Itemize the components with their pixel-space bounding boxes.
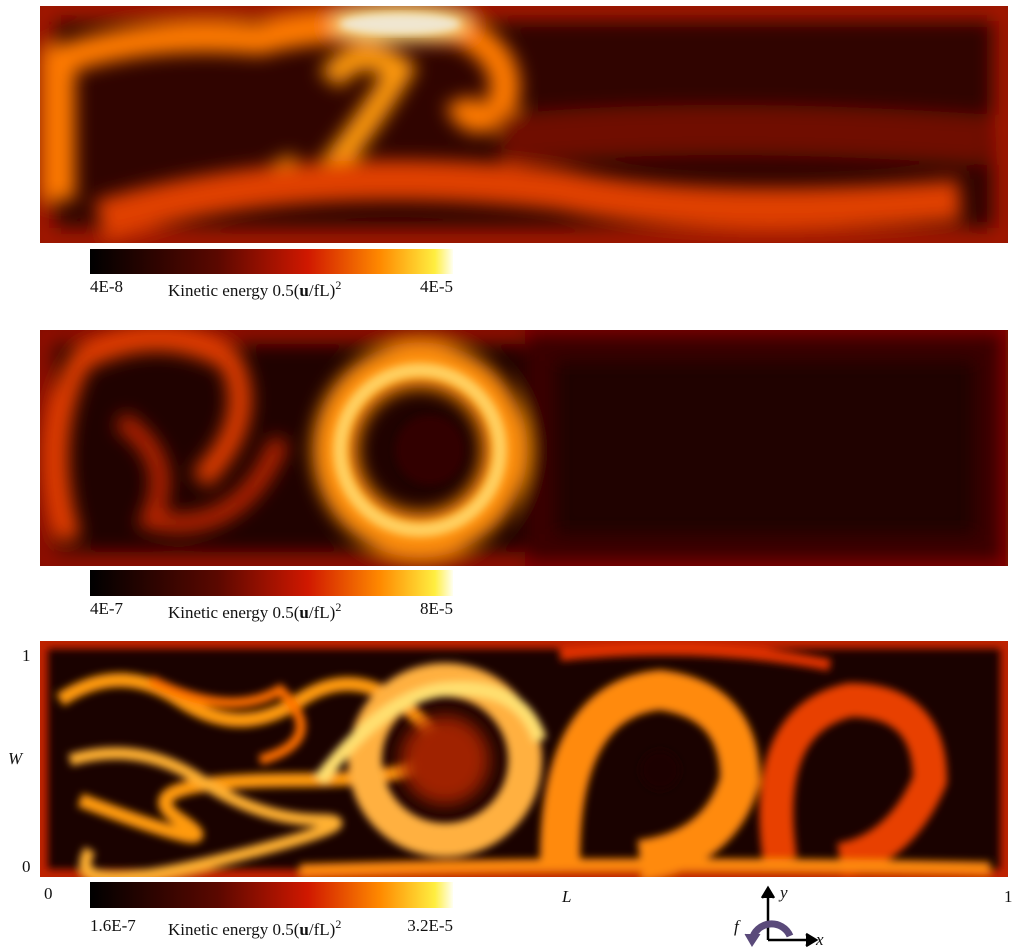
label-sup: 2 bbox=[335, 278, 341, 292]
y-tick-label: 1 bbox=[22, 646, 31, 665]
label-sup: 2 bbox=[335, 600, 341, 614]
colorbar-min-label: 4E-8 bbox=[90, 277, 123, 296]
heatmap-3 bbox=[40, 641, 1008, 878]
rotation-f: f bbox=[734, 917, 741, 936]
axis-y: y bbox=[778, 883, 788, 902]
heatmap-2 bbox=[40, 330, 1008, 566]
label-text: Kinetic energy 0.5( bbox=[168, 920, 300, 939]
colorbar-max-label: 4E-5 bbox=[420, 277, 453, 296]
colorbar-max-label: 3.2E-5 bbox=[407, 916, 453, 935]
colorbar-label: Kinetic energy 0.5(u/fL)2 bbox=[168, 917, 341, 939]
label-text: Kinetic energy 0.5( bbox=[168, 603, 300, 622]
axis-x: x bbox=[815, 930, 824, 949]
x-tick-label: 0 bbox=[44, 884, 53, 903]
colorbar bbox=[90, 570, 453, 596]
colorbar bbox=[90, 882, 453, 908]
figure: 1 W 0 0 L 1 y x f 4E-8 4E-5 Kinetic energy… bbox=[0, 0, 1012, 950]
colorbar-min-label: 4E-7 bbox=[90, 599, 124, 618]
label-bold: u bbox=[299, 603, 308, 622]
y-tick-label: 0 bbox=[22, 857, 31, 876]
colorbar bbox=[90, 249, 453, 274]
label-text: /fL) bbox=[309, 920, 335, 939]
label-sup: 2 bbox=[335, 917, 341, 931]
colorbar-min-label: 1.6E-7 bbox=[90, 916, 136, 935]
label-text: /fL) bbox=[309, 603, 335, 622]
x-tick-label: 1 bbox=[1004, 887, 1012, 906]
colorbar-label: Kinetic energy 0.5(u/fL)2 bbox=[168, 278, 341, 300]
label-text: /fL) bbox=[309, 281, 335, 300]
heatmap-1 bbox=[40, 6, 1008, 243]
x-axis-label: L bbox=[561, 887, 571, 906]
label-text: Kinetic energy 0.5( bbox=[168, 281, 300, 300]
label-bold: u bbox=[299, 920, 308, 939]
label-bold: u bbox=[299, 281, 308, 300]
y-axis-label: W bbox=[8, 749, 24, 768]
colorbar-max-label: 8E-5 bbox=[420, 599, 453, 618]
colorbar-label: Kinetic energy 0.5(u/fL)2 bbox=[168, 600, 341, 622]
